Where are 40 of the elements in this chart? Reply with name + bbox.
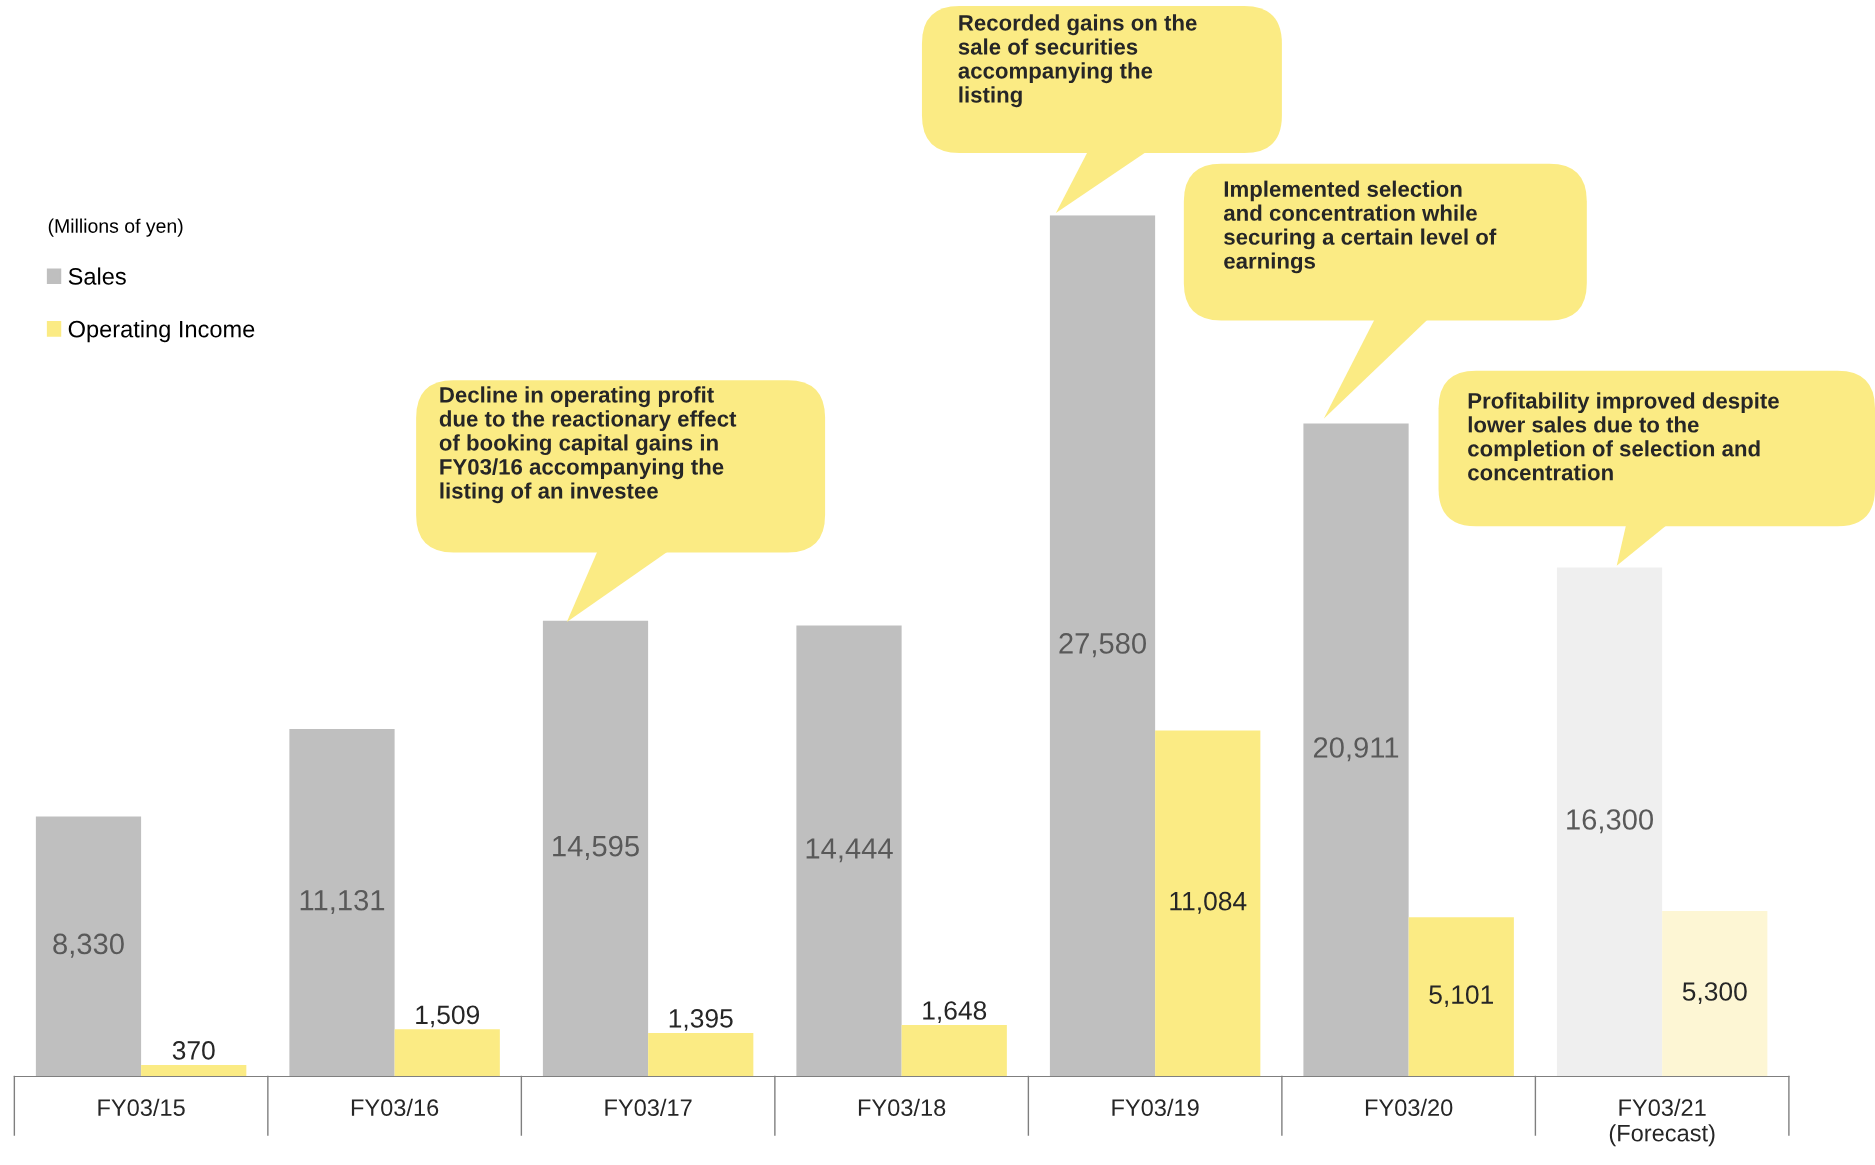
x-tick-label: FY03/17 <box>605 1098 692 1117</box>
data-label: 5,101 <box>1429 985 1493 1008</box>
data-label: 27,580 <box>1059 633 1146 658</box>
x-tick-label: FY03/15 <box>98 1098 185 1117</box>
x-tick-label: FY03/18 <box>858 1098 946 1117</box>
data-label: 11,131 <box>300 889 385 914</box>
bar <box>1155 730 1261 1077</box>
bar <box>35 816 142 1077</box>
data-label: 20,911 <box>1313 737 1399 762</box>
bar <box>648 1032 754 1077</box>
legend-title: (Millions of yen) <box>48 218 183 237</box>
x-tick-label: FY03/16 <box>351 1098 439 1117</box>
data-label: 11,084 <box>1170 891 1247 914</box>
data-label: 1,395 <box>669 1009 733 1031</box>
bar <box>1303 423 1409 1077</box>
legend-label: Sales <box>68 267 126 285</box>
bar <box>901 1025 1007 1077</box>
x-tick-label: FY03/19 <box>1112 1098 1199 1117</box>
x-tick-label: FY03/21 (Forecast) <box>1609 1098 1715 1147</box>
bar <box>1662 911 1768 1077</box>
data-label: 370 <box>172 1041 215 1060</box>
data-label: 1,509 <box>416 1005 479 1028</box>
annotation: Profitability improved despite lower sales due to the completion of selection and concentration <box>1468 392 1779 481</box>
bar <box>796 625 902 1077</box>
data-label: 16,300 <box>1567 809 1653 834</box>
legend-label: Operating Income <box>68 320 255 343</box>
bar <box>1408 917 1514 1077</box>
data-label: 8,330 <box>53 933 124 958</box>
x-tick-label: FY03/20 <box>1365 1098 1453 1117</box>
bar <box>289 728 395 1077</box>
bar <box>141 1064 247 1077</box>
bar <box>394 1029 500 1077</box>
data-label: 14,595 <box>553 835 639 860</box>
data-label: 14,444 <box>806 838 893 863</box>
text: Recorded gains on the sale of securities accompanying the listing <box>958 14 1197 108</box>
annotation: Implemented selection and concentration while securing a certain level of earnings <box>1223 180 1497 274</box>
data-label: 5,300 <box>1682 982 1747 1004</box>
bar <box>1556 567 1663 1077</box>
data-label: 1,648 <box>923 1001 987 1023</box>
annotation: Decline in operating profit due to the reactionary effect of booking capital gains in FY03/16 accompanying the listing of an investee <box>439 386 737 504</box>
